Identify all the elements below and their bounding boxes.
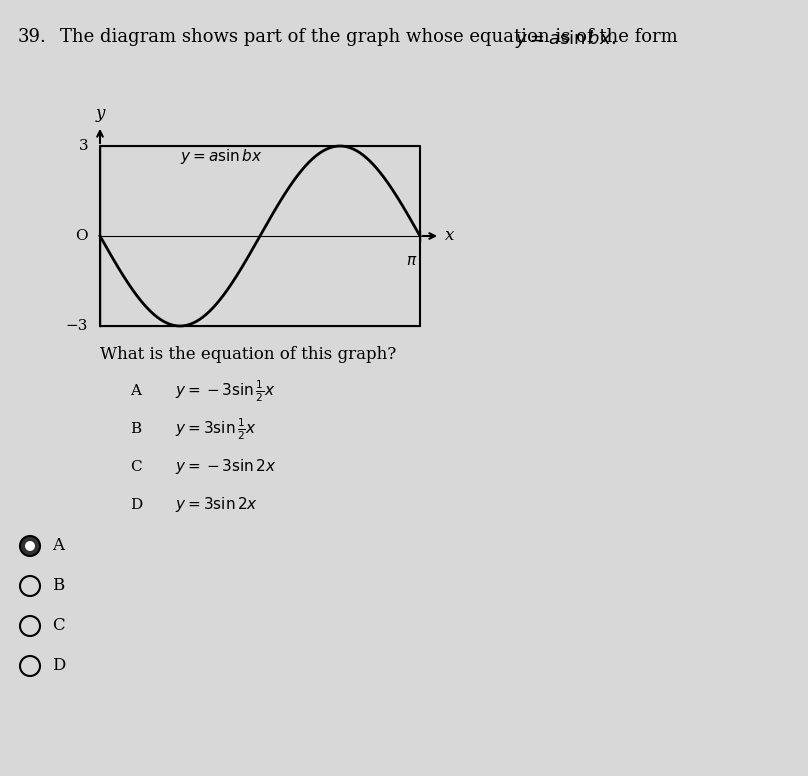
Text: C: C xyxy=(52,618,65,635)
Circle shape xyxy=(20,536,40,556)
Text: y: y xyxy=(95,105,105,122)
Text: $y = -3\sin 2x$: $y = -3\sin 2x$ xyxy=(175,458,276,476)
Text: 39.: 39. xyxy=(18,28,47,46)
Text: $y = a\sin bx$.: $y = a\sin bx$. xyxy=(515,28,617,50)
Text: A: A xyxy=(52,538,64,555)
Text: $y = a\sin bx$: $y = a\sin bx$ xyxy=(180,147,263,165)
Circle shape xyxy=(25,541,35,551)
Text: −3: −3 xyxy=(65,319,88,333)
Text: C: C xyxy=(130,460,141,474)
Text: $y = 3\sin \frac{1}{2}x$: $y = 3\sin \frac{1}{2}x$ xyxy=(175,416,257,442)
Text: $y = -3\sin \frac{1}{2}x$: $y = -3\sin \frac{1}{2}x$ xyxy=(175,378,276,404)
Text: The diagram shows part of the graph whose equation is of the form: The diagram shows part of the graph whos… xyxy=(60,28,678,46)
Text: What is the equation of this graph?: What is the equation of this graph? xyxy=(100,346,396,363)
Text: B: B xyxy=(130,422,141,436)
Text: $\pi$: $\pi$ xyxy=(406,254,418,268)
Text: B: B xyxy=(52,577,65,594)
Text: D: D xyxy=(130,498,142,512)
Text: A: A xyxy=(130,384,141,398)
Text: x: x xyxy=(445,227,454,244)
Text: 3: 3 xyxy=(78,139,88,153)
Text: D: D xyxy=(52,657,65,674)
Text: O: O xyxy=(75,229,88,243)
Text: $y = 3\sin 2x$: $y = 3\sin 2x$ xyxy=(175,496,258,514)
